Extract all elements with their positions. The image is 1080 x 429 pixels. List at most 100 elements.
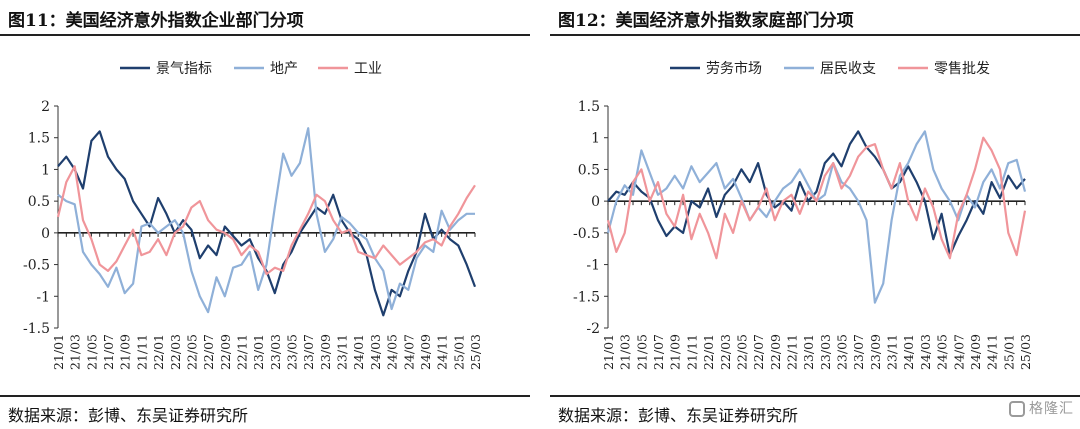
x-tick-label: 21/05 (634, 334, 649, 370)
legend-item: 居民收支 (784, 61, 876, 77)
x-tick-label: 23/09 (318, 334, 333, 370)
x-tick-label: 22/01 (701, 334, 716, 370)
y-tick-label: 2 (41, 99, 50, 115)
y-tick-label: -1.5 (23, 321, 50, 337)
x-tick-label: 22/03 (718, 334, 733, 370)
x-tick-label: 22/07 (201, 334, 216, 370)
x-tick-label: 22/11 (784, 334, 799, 370)
y-tick-label: 1.5 (28, 131, 50, 147)
x-tick-label: 23/01 (251, 334, 266, 370)
x-tick-label: 24/03 (918, 334, 933, 370)
x-tick-label: 24/03 (368, 334, 383, 370)
legend-label: 工业 (354, 61, 382, 77)
x-tick-label: 23/07 (301, 334, 316, 370)
legend-label: 零售批发 (934, 61, 990, 77)
watermark-logo-icon (1009, 401, 1025, 417)
x-tick-label: 21/03 (68, 334, 83, 370)
figure-title: 图12：美国经济意外指数家庭部门分项 (558, 11, 854, 31)
legend-label: 景气指标 (156, 61, 212, 77)
source-note: 数据来源：彭博、东吴证券研究所 (558, 406, 799, 425)
x-tick-label: 21/09 (668, 334, 683, 370)
legend-item: 景气指标 (120, 61, 212, 77)
x-tick-label: 21/07 (651, 334, 666, 370)
source-rule (550, 395, 1080, 397)
x-tick-label: 21/07 (101, 334, 116, 370)
source-rule (0, 395, 530, 397)
x-tick-label: 23/05 (835, 334, 850, 370)
x-tick-label: 24/01 (901, 334, 916, 370)
x-tick-label: 21/09 (118, 334, 133, 370)
x-tick-label: 24/01 (351, 334, 366, 370)
y-tick-label: -1 (36, 289, 50, 305)
x-tick-label: 23/09 (868, 334, 883, 370)
x-tick-label: 21/05 (84, 334, 99, 370)
y-tick-label: -2 (586, 321, 600, 337)
legend: 劳务市场 居民收支 零售批发 (670, 60, 990, 77)
x-tick-label: 25/03 (468, 334, 483, 370)
x-tick-label: 23/03 (268, 334, 283, 370)
x-tick-label: 23/05 (285, 334, 300, 370)
watermark: 格隆汇 (1009, 398, 1074, 418)
y-tick-label: 1 (41, 162, 50, 178)
legend-item: 零售批发 (898, 61, 990, 77)
x-tick-label: 24/09 (968, 334, 983, 370)
x-tick-label: 24/05 (935, 334, 950, 370)
legend-item: 工业 (318, 61, 382, 77)
title-rule (550, 34, 1080, 36)
x-tick-label: 24/07 (401, 334, 416, 370)
series-line (57, 127, 475, 314)
x-tick-label: 21/11 (134, 334, 149, 370)
x-tick-label: 25/01 (451, 334, 466, 370)
x-tick-label: 23/11 (335, 334, 350, 370)
x-tick-label: 24/05 (385, 334, 400, 370)
legend-label: 居民收支 (820, 61, 876, 77)
y-tick-label: -1 (586, 258, 600, 274)
y-tick-label: -0.5 (23, 258, 50, 274)
watermark-text: 格隆汇 (1029, 401, 1074, 417)
legend-label: 劳务市场 (706, 60, 762, 77)
y-tick-label: 1 (591, 131, 600, 147)
x-tick-label: 22/05 (184, 334, 199, 370)
legend-item: 劳务市场 (670, 60, 762, 77)
y-tick-label: -1.5 (573, 289, 600, 305)
x-tick-label: 22/01 (151, 334, 166, 370)
series-line (607, 130, 1026, 257)
y-tick-label: 1.5 (578, 99, 600, 115)
x-tick-label: 22/07 (751, 334, 766, 370)
series-line (606, 130, 1027, 304)
x-tick-label: 22/09 (768, 334, 783, 370)
y-tick-label: -0.5 (573, 226, 600, 242)
source-note: 数据来源：彭博、东吴证券研究所 (8, 406, 249, 425)
x-tick-label: 21/03 (618, 334, 633, 370)
x-tick-label: 24/11 (435, 334, 450, 370)
y-tick-label: 0 (41, 226, 50, 242)
x-tick-label: 23/01 (801, 334, 816, 370)
x-tick-label: 24/07 (951, 334, 966, 370)
series-line (56, 165, 476, 276)
legend: 景气指标 地产 工业 (120, 61, 382, 77)
series-line (57, 130, 477, 317)
figure-11: 图11：美国经济意外指数企业部门分项 景气指标 地产 工业 2 1.5 1 0.5 0 -0.5… (0, 0, 530, 429)
x-tick-label: 22/03 (168, 334, 183, 370)
x-tick-label: 22/05 (734, 334, 749, 370)
legend-item: 地产 (234, 61, 298, 77)
y-tick-label: 0.5 (28, 194, 50, 210)
x-tick-label: 25/03 (1018, 334, 1033, 370)
x-tick-label: 23/07 (851, 334, 866, 370)
x-tick-label: 23/03 (818, 334, 833, 370)
y-tick-label: 0 (591, 194, 600, 210)
x-tick-label: 24/11 (985, 334, 1000, 370)
x-tick-label: 21/01 (601, 334, 616, 370)
series-line (606, 136, 1027, 260)
y-tick-label: 0.5 (578, 162, 600, 178)
x-tick-label: 24/09 (418, 334, 433, 370)
x-tick-label: 22/09 (218, 334, 233, 370)
title-rule (0, 34, 530, 36)
legend-label: 地产 (270, 61, 298, 77)
figure-title: 图11：美国经济意外指数企业部门分项 (8, 11, 304, 31)
x-tick-label: 25/01 (1001, 334, 1016, 370)
figure-12: 图12：美国经济意外指数家庭部门分项 劳务市场 居民收支 零售批发 1.5 1 0.5 0 -… (550, 0, 1080, 429)
x-tick-label: 21/11 (684, 334, 699, 370)
x-tick-label: 22/11 (234, 334, 249, 370)
